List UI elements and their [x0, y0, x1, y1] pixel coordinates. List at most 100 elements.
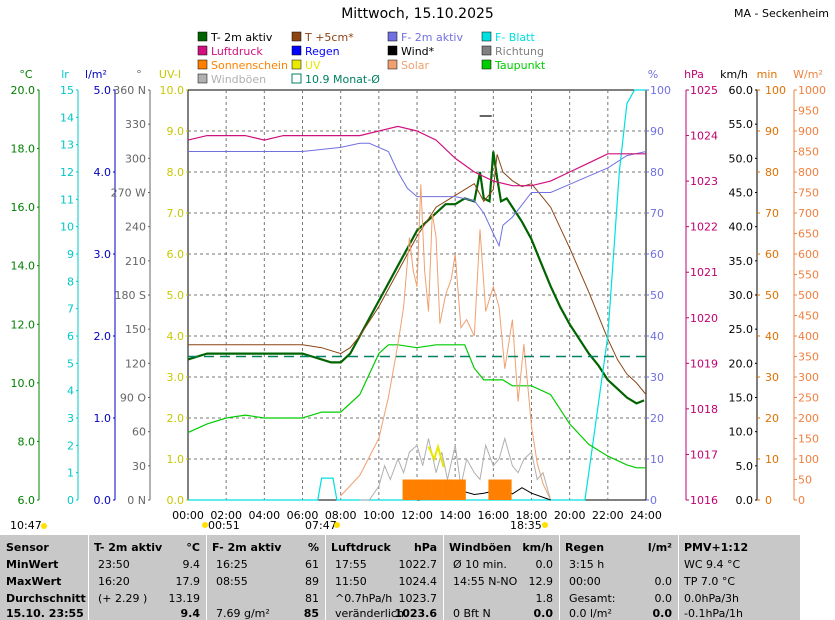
y-tick-label: 13: [60, 139, 74, 152]
y-tick-label: 30: [132, 460, 146, 473]
legend-swatch: [197, 31, 208, 42]
y-tick-label: 1: [67, 467, 74, 480]
y-tick-label: 30: [650, 371, 664, 384]
y-axis-unit: °C: [19, 68, 33, 81]
y-tick-label: 20: [650, 412, 664, 425]
sunshine-bar: [488, 479, 495, 500]
legend-label: Sonnenschein: [211, 59, 288, 72]
stats-cell: 1023.6: [394, 607, 437, 620]
stats-cell: 0.0: [533, 607, 554, 620]
y-tick-label: 60: [765, 248, 779, 261]
y-tick-label: 55.0: [729, 118, 754, 131]
legend-label: Regen: [305, 45, 340, 58]
x-tick-label: 22:00: [592, 509, 624, 522]
y-tick-label: 5.0: [94, 84, 112, 97]
y-tick-label: 1021: [690, 266, 718, 279]
stats-cell: TP 7.0 °C: [684, 575, 736, 588]
y-tick-label: 1017: [690, 448, 718, 461]
y-tick-label: 10: [60, 221, 74, 234]
legend-swatch: [197, 59, 208, 70]
y-tick-label: 25.0: [729, 323, 754, 336]
stats-cell: 0.0: [652, 607, 673, 620]
stats-cell: 3:15 h: [569, 558, 605, 571]
stats-cell: 61: [305, 558, 319, 571]
y-tick-label: 1022: [690, 221, 718, 234]
y-axis-unit: W/m²: [793, 68, 823, 81]
sunshine-bar: [454, 479, 461, 500]
stats-cell: 13.19: [168, 592, 201, 605]
y-tick-label: 300: [798, 371, 819, 384]
y-axis-unit: min: [757, 68, 778, 81]
y-axis-unit: km/h: [720, 68, 748, 81]
x-tick-label: 24:00: [630, 509, 662, 522]
legend-swatch: [481, 59, 492, 70]
y-tick-label: 700: [798, 207, 819, 220]
sunshine-bar: [494, 479, 501, 500]
y-tick-label: 80: [650, 166, 664, 179]
series-line: [340, 184, 552, 501]
y-tick-label: 1019: [690, 357, 718, 370]
y-tick-label: 6.0: [167, 248, 185, 261]
stats-cell: Durchschnitt: [6, 592, 86, 605]
x-tick-label: 16:00: [477, 509, 509, 522]
sun-time-label: 18:35: [510, 519, 542, 532]
stats-cell: 0 Bft N: [453, 607, 491, 620]
y-tick-label: 10.0: [160, 84, 185, 97]
y-tick-label: 14: [60, 111, 74, 124]
y-tick-label: 2.0: [94, 330, 112, 343]
y-tick-label: 7.0: [167, 207, 185, 220]
y-tick-label: 100: [798, 453, 819, 466]
y-tick-label: 80: [765, 166, 779, 179]
y-tick-label: 30: [765, 371, 779, 384]
y-tick-label: 50: [765, 289, 779, 302]
stats-cell: l/m²: [647, 541, 672, 554]
y-tick-label: 1000: [798, 84, 826, 97]
y-tick-label: 3: [67, 412, 74, 425]
legend-label: T +5cm*: [304, 31, 354, 44]
y-tick-label: 40: [650, 330, 664, 343]
sunshine-bar: [419, 479, 426, 500]
stats-cell: 0.0 l/m²: [569, 607, 612, 620]
y-tick-label: 20.0: [11, 84, 36, 97]
y-tick-label: 15.0: [729, 392, 754, 405]
stats-cell: veränderlich: [335, 607, 404, 620]
y-tick-label: 5.0: [167, 289, 185, 302]
y-tick-label: 8: [67, 275, 74, 288]
stats-cell: 89: [305, 575, 319, 588]
y-tick-label: 500: [798, 289, 819, 302]
stats-cell: 0.0: [654, 575, 673, 588]
y-tick-label: 1024: [690, 130, 718, 143]
y-tick-label: 50: [798, 474, 812, 487]
sunshine-bar: [442, 479, 449, 500]
sunshine-bar: [408, 479, 415, 500]
y-tick-label: 10.0: [729, 426, 754, 439]
legend-label: Luftdruck: [211, 45, 263, 58]
series-line: [187, 344, 646, 469]
stats-cell: Luftdruck: [331, 541, 391, 554]
y-tick-label: 5: [67, 357, 74, 370]
sunshine-bar: [414, 479, 420, 500]
y-tick-label: 8.0: [18, 435, 36, 448]
stats-cell: MaxWert: [6, 575, 62, 588]
x-tick-label: 08:00: [325, 509, 357, 522]
y-tick-label: 180 S: [115, 289, 146, 302]
y-tick-label: 120: [125, 357, 146, 370]
y-tick-label: 15: [60, 84, 74, 97]
y-tick-label: 750: [798, 187, 819, 200]
y-tick-label: 45.0: [729, 187, 754, 200]
stats-cell: 15.10. 23:55: [6, 607, 84, 620]
stats-cell: 1023.7: [398, 592, 438, 605]
sun-time-label: 00:51: [208, 519, 240, 532]
y-tick-label: 3.0: [94, 248, 112, 261]
stats-cell: Gesamt:: [569, 592, 616, 605]
y-tick-label: 1025: [690, 84, 718, 97]
y-axis-unit: °: [136, 68, 142, 81]
legend-label: Solar: [401, 59, 430, 72]
sun-time-label: 07:47: [305, 519, 337, 532]
series-line: [188, 142, 647, 248]
y-tick-label: 6: [67, 330, 74, 343]
y-tick-label: 2.0: [167, 412, 185, 425]
y-tick-label: 350: [798, 351, 819, 364]
stats-cell: ^0.7hPa/h: [335, 592, 393, 605]
legend-label: F- 2m aktiv: [401, 31, 463, 44]
